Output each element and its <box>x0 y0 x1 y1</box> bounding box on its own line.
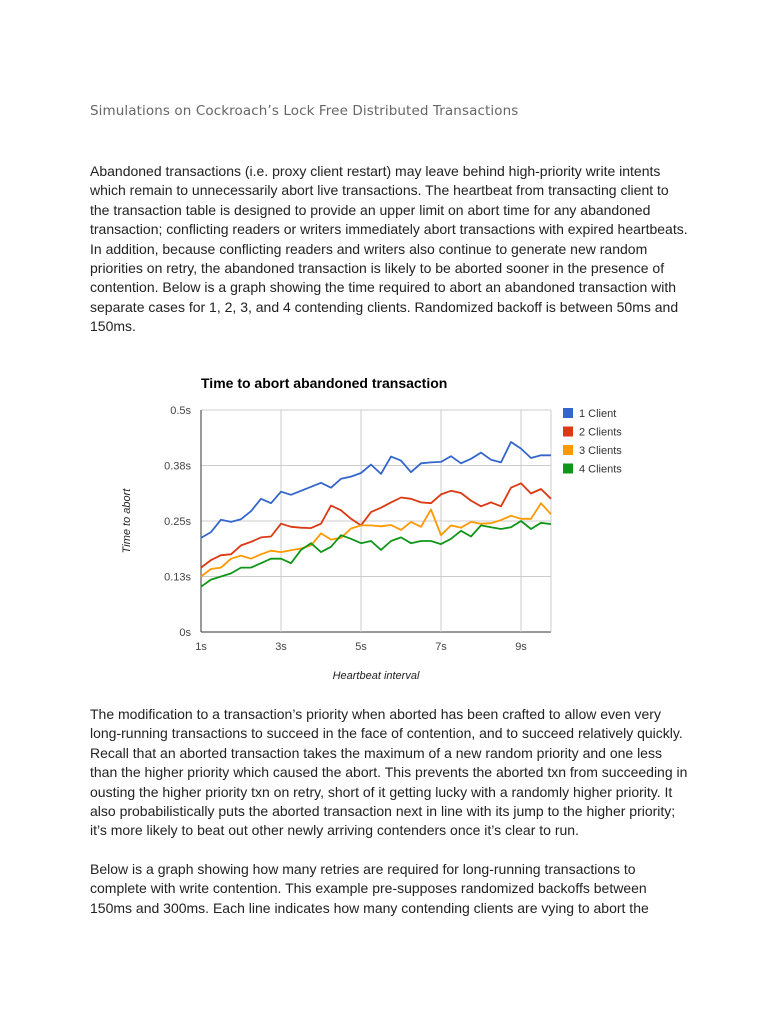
x-tick-label: 1s <box>195 641 207 653</box>
legend-label: 4 Clients <box>579 464 622 476</box>
legend-label: 2 Clients <box>579 427 622 439</box>
legend-swatch <box>563 408 573 418</box>
x-tick-label: 3s <box>275 641 287 653</box>
x-tick-label: 9s <box>515 641 527 653</box>
y-tick-label: 0.5s <box>170 405 191 417</box>
chart-series <box>200 441 552 588</box>
y-tick-label: 0.38s <box>164 461 191 473</box>
abort-time-chart: Time to abort abandoned transaction 0s 0.… <box>121 375 622 682</box>
series-line-3 <box>200 502 552 578</box>
chart-title: Time to abort abandoned transaction <box>201 375 447 391</box>
legend-swatch <box>563 426 573 437</box>
x-tick-label: 7s <box>435 641 447 653</box>
series-line-2 <box>200 482 552 569</box>
chart-legend: 1 Client 2 Clients 3 Clients 4 Clients <box>563 408 622 476</box>
paragraph-abandoned-transactions: Abandoned transactions (i.e. proxy clien… <box>90 163 688 335</box>
paragraph-retries-graph: Below is a graph showing how many retrie… <box>90 861 649 916</box>
legend-swatch <box>563 445 573 455</box>
series-line-4 <box>200 520 552 588</box>
document-heading: Simulations on Cockroach’s Lock Free Dis… <box>90 103 519 119</box>
x-tick-label: 5s <box>355 641 367 653</box>
legend-label: 3 Clients <box>579 445 622 457</box>
legend-label: 1 Client <box>579 408 616 420</box>
chart-axes: 0s 0.13s 0.25s 0.38s 0.5s 1s 3s 5s 7s 9s <box>164 405 527 653</box>
y-tick-label: 0s <box>179 627 191 639</box>
chart-x-axis-label: Heartbeat interval <box>333 670 420 682</box>
legend-swatch <box>563 463 573 474</box>
y-tick-label: 0.13s <box>164 572 191 584</box>
y-tick-label: 0.25s <box>164 516 191 528</box>
chart-y-axis-label: Time to abort <box>121 488 133 554</box>
paragraph-priority-modification: The modification to a transaction’s prio… <box>90 706 688 839</box>
chart-grid <box>200 409 552 633</box>
series-line-1 <box>200 441 551 539</box>
